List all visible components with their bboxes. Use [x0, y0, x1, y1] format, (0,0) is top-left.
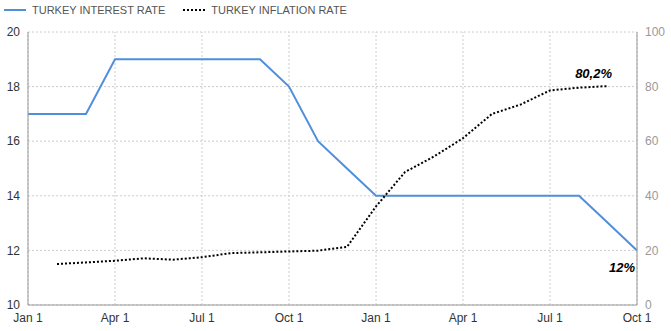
svg-text:18: 18: [8, 80, 20, 94]
svg-text:10: 10: [8, 298, 20, 312]
svg-text:14: 14: [8, 189, 20, 203]
svg-text:20: 20: [8, 25, 20, 39]
svg-text:0: 0: [645, 298, 652, 312]
svg-text:100: 100: [645, 25, 663, 39]
svg-text:Jan 1: Jan 1: [361, 311, 391, 325]
svg-text:Oct 1: Oct 1: [275, 311, 304, 325]
svg-text:Jan 1: Jan 1: [13, 311, 43, 325]
svg-text:Apr 1: Apr 1: [449, 311, 478, 325]
html-text:TURKEY INFLATION RATE: TURKEY INFLATION RATE: [211, 4, 347, 16]
svg-text:Apr 1: Apr 1: [101, 311, 130, 325]
svg-text:12%: 12%: [609, 260, 635, 275]
svg-text:80,2%: 80,2%: [575, 66, 612, 81]
svg-text:20: 20: [645, 244, 659, 258]
svg-text:12: 12: [8, 244, 20, 258]
html-text:TURKEY INTEREST RATE: TURKEY INTEREST RATE: [32, 4, 166, 16]
svg-text:Jul 1: Jul 1: [537, 311, 563, 325]
svg-text:16: 16: [8, 134, 20, 148]
svg-text:Jul 1: Jul 1: [189, 311, 215, 325]
svg-text:Oct 1: Oct 1: [623, 311, 652, 325]
svg-text:80: 80: [645, 80, 659, 94]
svg-text:60: 60: [645, 134, 659, 148]
svg-text:40: 40: [645, 189, 659, 203]
